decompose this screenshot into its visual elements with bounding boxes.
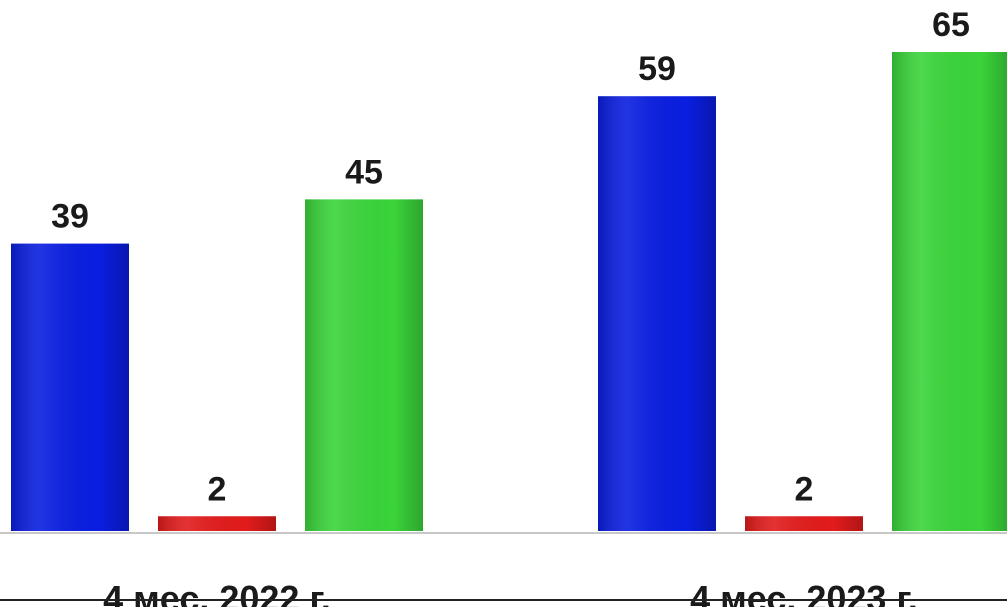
bar-shade-series2-cat1 <box>158 516 276 531</box>
value-label-series3-cat2: 65 <box>932 6 970 44</box>
value-label-series3-cat1: 45 <box>345 153 383 191</box>
value-label-series1-cat1: 39 <box>51 198 89 236</box>
value-label-series1-cat2: 59 <box>638 50 676 88</box>
bar-shade-series3-cat2 <box>892 52 1007 531</box>
value-labels-group: 39 2 45 59 2 65 <box>51 6 970 508</box>
bar-shade-series3-cat1 <box>305 199 423 531</box>
category-labels-group: 4 мес. 2022 г. 4 мес. 2023 г. <box>103 578 918 607</box>
value-label-series2-cat2: 2 <box>795 470 814 508</box>
bars-group <box>11 52 1007 531</box>
category-label-1: 4 мес. 2022 г. <box>103 578 331 607</box>
bar-shade-series1-cat1 <box>11 243 129 531</box>
bar-shade-series2-cat2 <box>745 516 863 531</box>
bar-shade-series1-cat2 <box>598 96 716 531</box>
value-label-series2-cat1: 2 <box>208 470 227 508</box>
category-label-2: 4 мес. 2023 г. <box>690 578 918 607</box>
